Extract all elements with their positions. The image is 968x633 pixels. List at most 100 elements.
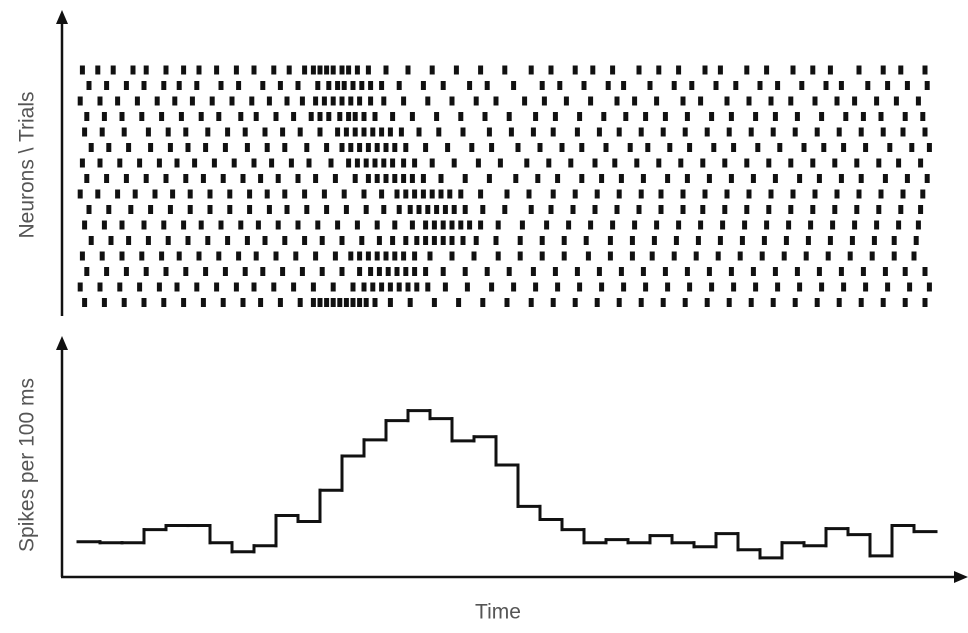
spike	[420, 81, 426, 90]
spike	[922, 127, 928, 137]
spike	[603, 143, 609, 152]
spike	[368, 96, 374, 106]
spike	[726, 298, 732, 307]
spike	[753, 112, 759, 121]
spike	[145, 127, 151, 137]
spike	[379, 189, 385, 199]
spike	[592, 158, 598, 168]
spike	[141, 81, 147, 90]
spike	[680, 96, 686, 106]
spike	[185, 143, 191, 152]
spike	[445, 143, 451, 152]
spike	[326, 112, 332, 121]
spike	[198, 112, 204, 121]
spike	[891, 236, 897, 245]
spike	[566, 220, 572, 230]
spike	[271, 282, 277, 292]
spike	[163, 267, 169, 276]
spike	[880, 65, 886, 75]
spike	[106, 143, 112, 152]
spike	[786, 220, 792, 230]
spike	[643, 112, 649, 121]
spike	[381, 96, 387, 106]
spike	[299, 267, 305, 276]
spike	[704, 127, 710, 137]
spike	[893, 96, 899, 106]
spike	[302, 189, 308, 199]
spike	[258, 298, 264, 307]
spike	[702, 65, 708, 75]
spike	[471, 251, 477, 261]
spike	[636, 65, 642, 75]
spike	[321, 96, 327, 106]
spike	[720, 220, 726, 230]
spike	[588, 96, 594, 106]
spike	[632, 220, 638, 230]
spike	[874, 220, 880, 230]
spike	[684, 174, 690, 183]
spike	[383, 143, 389, 152]
spike	[627, 143, 633, 152]
spike	[552, 112, 558, 121]
spike	[478, 65, 484, 75]
spike	[458, 189, 464, 199]
spike	[214, 282, 220, 292]
spike	[775, 282, 781, 292]
spike	[196, 65, 202, 75]
spike	[306, 158, 312, 168]
spike	[361, 189, 367, 199]
spike	[722, 158, 728, 168]
spike	[361, 127, 367, 137]
spike	[381, 158, 387, 168]
spike	[856, 189, 862, 199]
spike	[209, 96, 215, 106]
spike	[214, 65, 220, 75]
spike	[117, 158, 123, 168]
spike	[187, 189, 193, 199]
spike	[264, 143, 270, 152]
spike	[665, 282, 671, 292]
spike	[621, 81, 627, 90]
spike	[394, 189, 400, 199]
spike	[768, 189, 774, 199]
spike	[148, 205, 154, 214]
spike	[550, 189, 556, 199]
spike	[297, 298, 303, 307]
spike	[865, 81, 871, 90]
spike	[398, 127, 404, 137]
spike	[528, 65, 534, 75]
spike	[385, 267, 391, 276]
spike	[440, 220, 446, 230]
spike	[614, 96, 620, 106]
spike	[315, 81, 321, 90]
spike	[618, 267, 624, 276]
spike	[405, 65, 411, 75]
spike	[372, 298, 378, 307]
spike	[253, 251, 259, 261]
spike	[797, 174, 803, 183]
spike	[387, 282, 393, 292]
spike	[858, 127, 864, 137]
spike	[277, 298, 283, 307]
spike	[475, 158, 481, 168]
spike	[304, 143, 310, 152]
spike	[236, 81, 242, 90]
spike	[442, 282, 448, 292]
spike	[403, 143, 409, 152]
spike	[372, 158, 378, 168]
spike	[915, 96, 921, 106]
spike	[280, 267, 286, 276]
spike	[416, 127, 422, 137]
spike	[335, 220, 341, 230]
spike	[361, 282, 367, 292]
spike	[174, 282, 180, 292]
spike	[420, 174, 426, 183]
spike	[231, 158, 237, 168]
spike	[110, 65, 116, 75]
spike	[200, 174, 206, 183]
spike	[838, 267, 844, 276]
spike	[324, 205, 330, 214]
spike	[84, 112, 90, 121]
spike	[341, 81, 347, 90]
